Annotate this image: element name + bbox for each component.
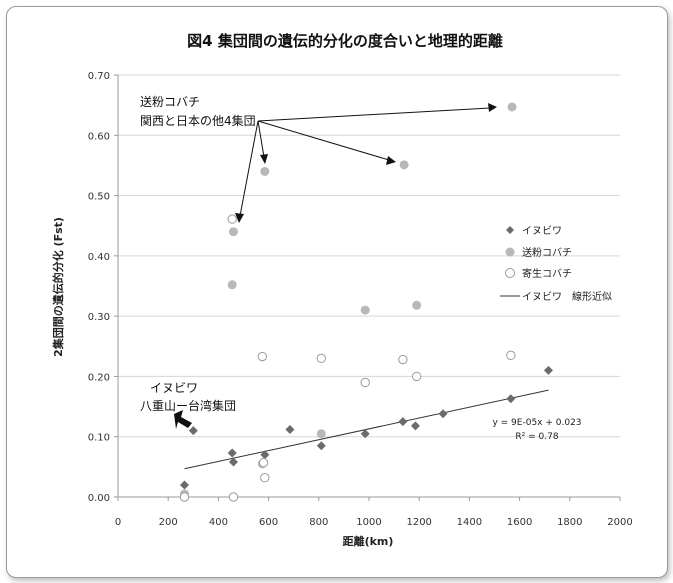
x-tick-label: 1200: [406, 517, 431, 528]
axes: [114, 74, 621, 501]
x-tick-label: 1000: [356, 517, 381, 528]
point-inubiwa: [360, 429, 370, 439]
point-kisei: [260, 473, 270, 483]
point-kisei: [360, 377, 370, 388]
legend-marker-kisei: [505, 268, 515, 278]
x-tick-label: 1800: [557, 517, 582, 528]
y-tick-label: 0.20: [88, 372, 110, 383]
arrow-to-585: [257, 120, 265, 158]
legend-label-trend: イヌビワ 線形近似: [522, 290, 612, 303]
y-tick-label: 0.10: [88, 433, 110, 444]
arrow-to-460: [239, 120, 259, 217]
x-tick-labels: 0 200 400 600 800 1000 1200 1400 1600 1800 2000: [115, 517, 633, 528]
point-inubiwa: [188, 426, 198, 436]
gridlines: [118, 74, 620, 438]
y-tick-label: 0.00: [88, 493, 110, 504]
legend-marker-inubiwa: [506, 226, 514, 234]
x-tick-label: 1600: [507, 517, 532, 528]
point-kisei: [316, 353, 327, 364]
point-kobachi: [399, 160, 409, 170]
arrow-to-1140: [257, 120, 390, 161]
arrowhead-585: [260, 154, 268, 164]
point-kisei: [411, 371, 422, 382]
x-tick-label: 1400: [457, 517, 482, 528]
y-tick-label: 0.30: [88, 312, 110, 323]
point-kisei: [227, 214, 237, 224]
trend-r2: R² = 0.78: [515, 432, 558, 442]
point-inubiwa: [410, 421, 420, 431]
chart-frame: [6, 6, 668, 578]
point-kobachi: [507, 102, 517, 112]
point-kobachi: [412, 300, 422, 310]
legend-label-inubiwa: イヌビワ: [522, 225, 562, 237]
y-axis-label: 2集団間の遺伝的分化 (Fst): [51, 217, 65, 357]
trendline: [184, 389, 549, 470]
point-inubiwa: [316, 441, 326, 451]
arrowhead-1140: [386, 156, 396, 165]
point-kisei: [257, 351, 268, 362]
point-kobachi: [260, 166, 270, 176]
point-inubiwa: [543, 365, 553, 375]
point-inubiwa: [228, 457, 238, 467]
point-kobachi: [227, 280, 237, 290]
point-kisei: [398, 354, 408, 365]
legend-label-kisei: 寄生コバチ: [522, 267, 572, 280]
point-inubiwa: [260, 450, 270, 460]
x-tick-label: 2000: [607, 517, 632, 528]
trend-equation: y = 9E-05x + 0.023: [492, 418, 581, 428]
annotation-kobachi-1: 送粉コバチ: [140, 94, 200, 109]
point-inubiwa: [506, 394, 516, 404]
point-kisei: [258, 457, 269, 468]
point-inubiwa: [285, 424, 295, 434]
arrow-thick-inubiwa: [174, 410, 192, 429]
point-kisei: [179, 492, 190, 502]
x-tick-label: 400: [209, 517, 228, 528]
point-kobachi: [360, 305, 370, 315]
y-tick-label: 0.60: [88, 131, 110, 142]
point-inubiwa: [438, 409, 448, 419]
x-tick-label: 600: [259, 517, 278, 528]
annotation-inubiwa-1: イヌビワ: [150, 381, 198, 395]
y-tick-labels: 0.00 0.10 0.20 0.30 0.40 0.50 0.60 0.70: [88, 71, 110, 504]
arrowhead-1570: [488, 103, 497, 112]
point-inubiwa: [398, 417, 408, 427]
arrowhead-460: [235, 213, 244, 223]
point-kobachi: [316, 429, 326, 439]
point-inubiwa: [180, 480, 190, 490]
point-inubiwa: [227, 448, 237, 458]
x-axis-label: 距離(km): [343, 534, 394, 548]
legend-label-kobachi: 送粉コバチ: [522, 246, 572, 259]
annotation-inubiwa-2: 八重山ー台湾集団: [140, 398, 236, 413]
y-tick-label: 0.40: [88, 252, 110, 263]
chart-title: 図4 集団間の遺伝的分化の度合いと地理的距離: [187, 32, 503, 50]
y-tick-label: 0.50: [88, 192, 110, 203]
x-tick-label: 800: [309, 517, 328, 528]
legend: イヌビワ 送粉コバチ 寄生コバチ イヌビワ 線形近似: [500, 225, 612, 303]
arrow-to-1570: [257, 107, 491, 122]
x-tick-label: 0: [115, 517, 121, 528]
x-tick-label: 200: [159, 517, 178, 528]
legend-marker-kobachi: [505, 247, 515, 257]
data-points: [179, 102, 553, 502]
y-tick-label: 0.70: [88, 71, 110, 82]
annotation-kobachi-2: 関西と日本の他4集団: [140, 113, 256, 128]
point-kobachi: [228, 227, 238, 237]
point-kisei: [228, 492, 239, 502]
point-kisei: [506, 350, 516, 361]
annotation-arrows: [174, 103, 497, 429]
